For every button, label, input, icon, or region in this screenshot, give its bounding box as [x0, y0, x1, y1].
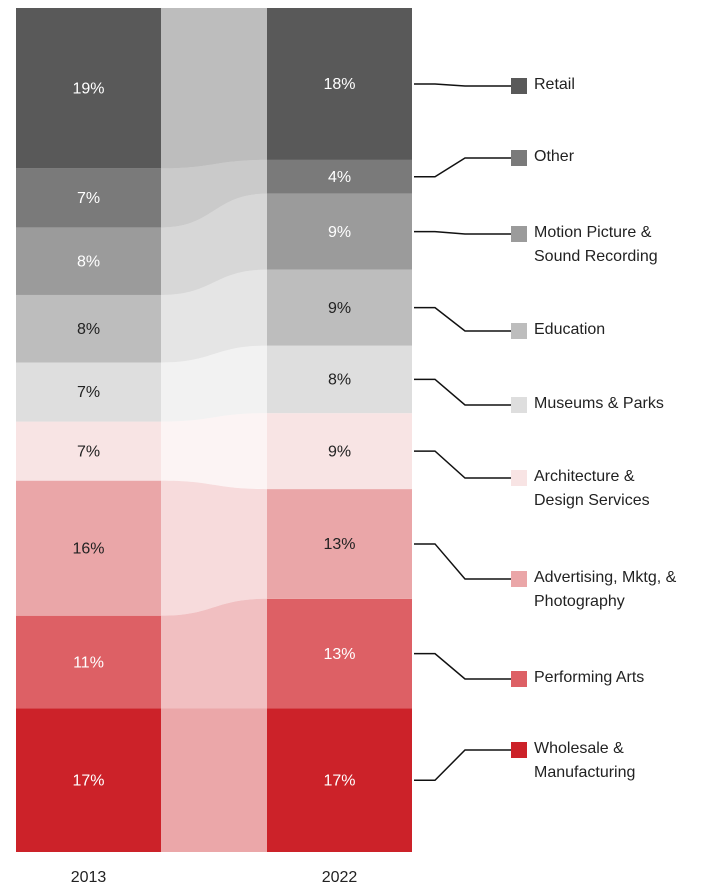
x-tick-label: 2013: [71, 869, 107, 886]
leader-line: [414, 157, 511, 178]
legend-label: Performing Arts: [534, 669, 645, 686]
bar-segment: [16, 8, 161, 169]
leader-line: [414, 450, 511, 479]
flow: [161, 480, 267, 616]
bar-segment: [16, 708, 161, 852]
bar-segment: [16, 421, 161, 481]
flow: [161, 269, 267, 363]
leader-line: [414, 652, 511, 680]
legend-swatch: [511, 78, 527, 94]
value-label: 9%: [328, 224, 351, 241]
legend-label: Motion Picture & Sound Recording: [534, 224, 658, 265]
value-label: 8%: [328, 372, 351, 389]
leader-line: [414, 230, 511, 235]
value-label: 17%: [72, 772, 104, 789]
leader-line: [414, 543, 511, 580]
value-label: 18%: [323, 76, 355, 93]
legend-swatch: [511, 742, 527, 758]
bar-segment: [267, 269, 412, 346]
value-label: 7%: [77, 190, 100, 207]
value-label: 7%: [77, 443, 100, 460]
flow: [161, 413, 267, 490]
bar-segment: [16, 480, 161, 616]
legend-swatch: [511, 323, 527, 339]
bar-segment: [267, 413, 412, 490]
bar-segment: [267, 8, 412, 160]
bar-segment: [16, 615, 161, 709]
leader-line: [414, 306, 511, 332]
value-label: 16%: [72, 540, 104, 557]
value-label: 8%: [77, 253, 100, 270]
legend-swatch: [511, 226, 527, 242]
bar-segment: [16, 168, 161, 228]
value-label: 4%: [328, 169, 351, 186]
legend-swatch: [511, 470, 527, 486]
bar-segment: [16, 294, 161, 363]
legend-swatch: [511, 571, 527, 587]
flow: [161, 193, 267, 295]
flow: [161, 159, 267, 228]
value-label: 19%: [72, 80, 104, 97]
flow: [161, 708, 267, 852]
value-label: 8%: [77, 321, 100, 338]
legend-swatch: [511, 150, 527, 166]
bar-segment: [267, 489, 412, 599]
value-label: 11%: [73, 654, 104, 671]
flow: [161, 598, 267, 709]
leader-line: [414, 378, 511, 406]
bar-segment: [267, 345, 412, 414]
value-label: 13%: [323, 536, 355, 553]
legend-label: Retail: [534, 76, 575, 93]
leader-line: [414, 83, 511, 87]
legend-label: Architecture & Design Services: [534, 468, 650, 509]
legend-swatch: [511, 671, 527, 687]
bar-segment: [267, 159, 412, 194]
bar-segment: [267, 708, 412, 852]
legend-label: Wholesale & Manufacturing: [534, 740, 636, 781]
legend-label: Education: [534, 321, 606, 338]
value-label: 13%: [323, 646, 355, 663]
legend-swatch: [511, 397, 527, 413]
legend-label: Museums & Parks: [534, 395, 664, 412]
value-label: 9%: [328, 443, 351, 460]
legend-label: Advertising, Mktg, & Photography: [534, 569, 677, 610]
flow: [161, 8, 267, 169]
leader-line: [414, 749, 511, 782]
bar-segment: [267, 598, 412, 709]
bar-segment: [16, 227, 161, 295]
legend-label: Other: [534, 148, 575, 165]
value-label: 7%: [77, 384, 100, 401]
value-label: 9%: [328, 300, 351, 317]
bar-segment: [267, 193, 412, 270]
x-tick-label: 2022: [322, 869, 358, 886]
bar-segment: [16, 362, 161, 422]
value-label: 17%: [323, 772, 355, 789]
flow: [161, 345, 267, 422]
